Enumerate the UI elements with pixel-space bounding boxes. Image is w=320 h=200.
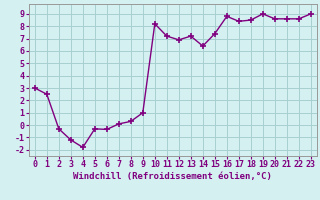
X-axis label: Windchill (Refroidissement éolien,°C): Windchill (Refroidissement éolien,°C) [73,172,272,181]
